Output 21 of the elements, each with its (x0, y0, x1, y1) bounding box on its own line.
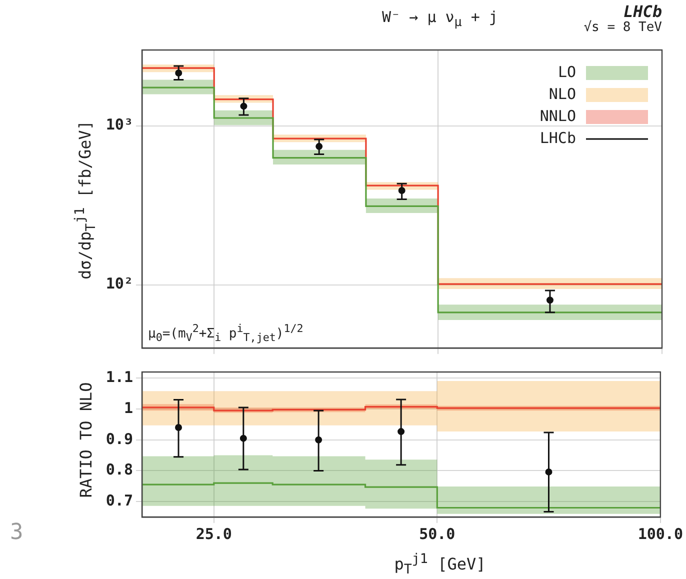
legend-label: LO (558, 62, 576, 81)
y-tick-label: 1 (124, 398, 133, 417)
y-tick-label: 10³ (106, 116, 133, 134)
legend-label: LHCb (540, 128, 576, 147)
legend-label: NLO (548, 84, 576, 103)
y-axis-title: RATIO TO NLO (76, 382, 96, 498)
y-tick-label: 1.1 (106, 368, 133, 386)
y-tick-label: 10² (106, 274, 133, 293)
text: μ$_{0}$=(m$_{V}$$^{2}$+Σ$_{i}$ p$^{i}$$_{T,jet}$)$^{1/2}$ (148, 322, 304, 344)
x-axis-title: p$_{T}$$^{j1}$ [GeV] (394, 552, 486, 578)
text: 3 (10, 520, 24, 545)
y-tick-label: 0.8 (106, 460, 133, 479)
text: LHCb (623, 2, 662, 21)
y-tick-label: 0.7 (106, 491, 133, 510)
y-tick-label: 0.9 (106, 430, 133, 448)
x-tick-label: 50.0 (419, 524, 456, 543)
legend-label: NNLO (540, 106, 576, 125)
x-tick-label: 100.0 (638, 524, 683, 543)
text: √s = 8 TeV (584, 20, 662, 35)
x-tick-label: 25.0 (196, 524, 232, 543)
chart-title: W⁻ → μ ν$_{μ}$ + j (382, 8, 498, 29)
